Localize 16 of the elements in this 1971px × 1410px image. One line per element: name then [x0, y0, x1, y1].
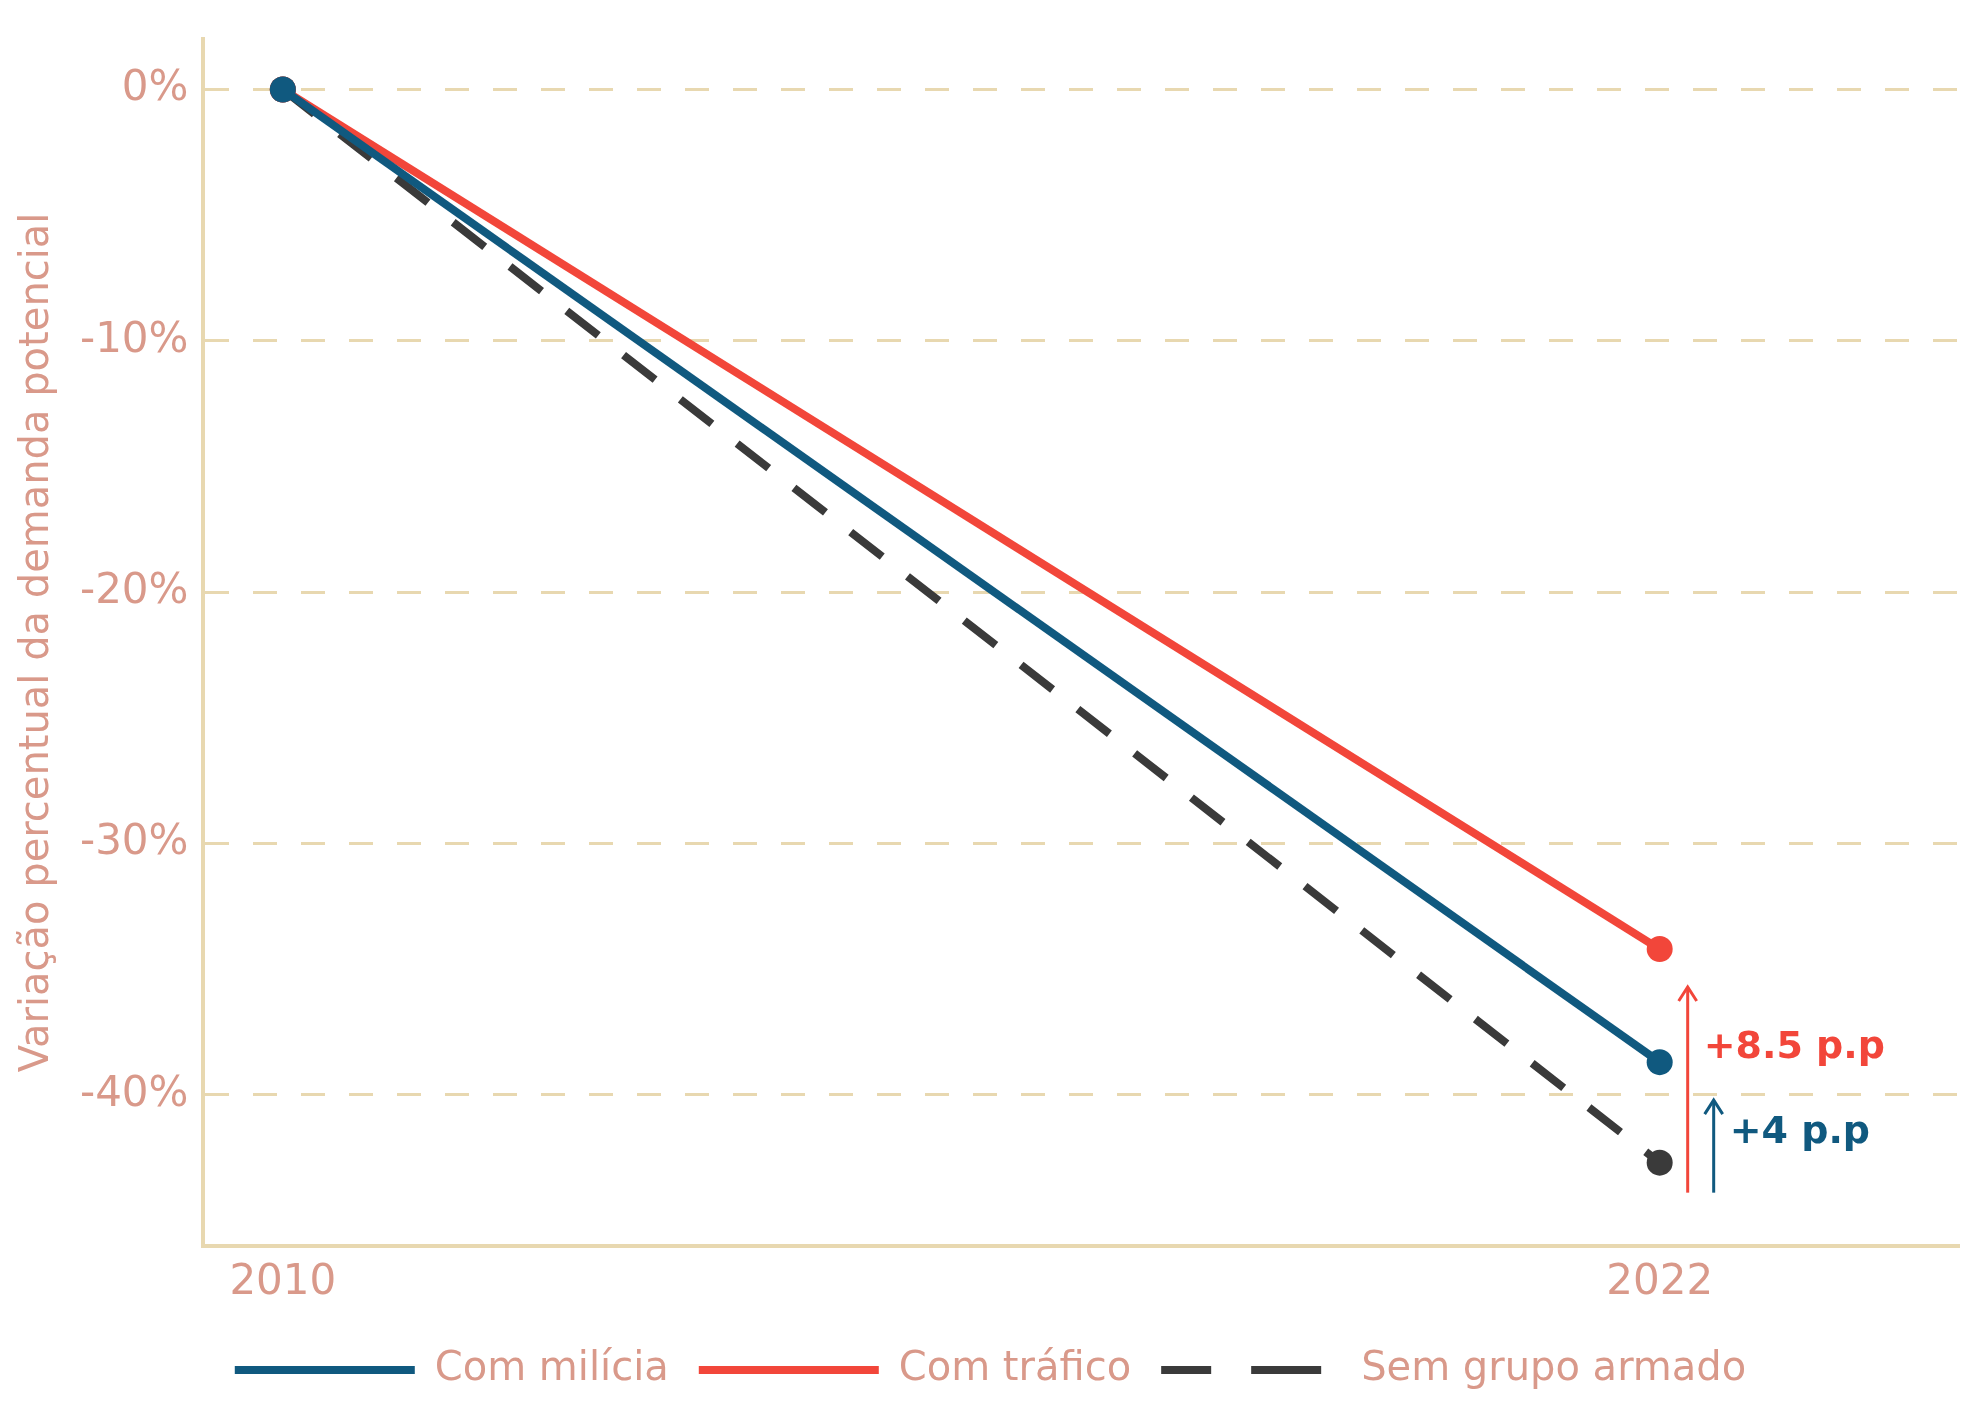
legend-label: Sem grupo armado — [1361, 1343, 1747, 1390]
legend-label: Com milícia — [434, 1343, 669, 1390]
legend-label: Com tráfico — [898, 1343, 1132, 1390]
y-axis-title: Variação percentual da demanda potencial — [11, 212, 58, 1073]
x-tick-label: 2022 — [1606, 1254, 1714, 1304]
point — [1646, 936, 1673, 963]
y-tick-label: -20% — [79, 564, 189, 614]
point — [1646, 1149, 1673, 1176]
annotation: +4 p.p — [1729, 1108, 1871, 1153]
x-tick-label: 2010 — [229, 1254, 337, 1304]
y-tick-label: -10% — [79, 312, 189, 362]
annotation: +8.5 p.p — [1703, 1023, 1885, 1068]
y-tick-label: -30% — [79, 815, 189, 865]
y-tick-label: -40% — [79, 1066, 189, 1116]
y-tick-label: 0% — [121, 61, 189, 111]
point — [1646, 1049, 1673, 1076]
